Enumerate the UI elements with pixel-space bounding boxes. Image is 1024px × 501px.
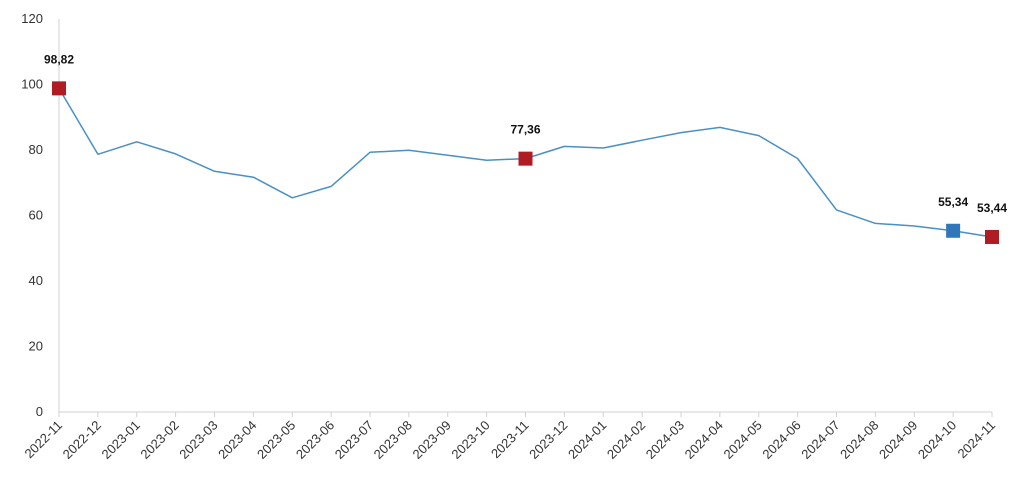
x-tick-label: 2024-09	[876, 418, 920, 462]
data-label: 53,44	[977, 201, 1007, 215]
x-tick-label: 2022-11	[21, 418, 65, 462]
x-tick-label: 2024-06	[759, 418, 803, 462]
x-tick-label: 2023-06	[293, 418, 337, 462]
x-tick-label: 2024-05	[721, 418, 765, 462]
y-tick-label: 0	[36, 404, 43, 419]
highlight-marker	[518, 151, 533, 166]
x-tick-label: 2022-12	[60, 418, 104, 462]
y-tick-label: 120	[21, 11, 43, 26]
x-tick-label: 2023-01	[99, 418, 143, 462]
x-tick-label: 2023-05	[254, 418, 298, 462]
x-tick-label: 2023-07	[332, 418, 376, 462]
x-tick-label: 2024-02	[604, 418, 648, 462]
data-labels: 98,82 77,36 55,34 53,44	[44, 52, 1007, 215]
x-tick-label: 2023-12	[526, 418, 570, 462]
x-tick-label: 2024-08	[837, 418, 881, 462]
y-tick-label: 100	[21, 77, 43, 92]
data-label: 98,82	[44, 52, 74, 66]
highlight-markers	[52, 81, 999, 244]
data-label: 55,34	[938, 195, 968, 209]
data-label: 77,36	[510, 123, 540, 137]
x-tick-label: 2024-03	[643, 418, 687, 462]
highlight-marker	[52, 81, 66, 96]
x-tick-label: 2023-09	[410, 418, 454, 462]
highlight-marker	[946, 223, 961, 238]
x-tick-label: 2024-10	[915, 418, 959, 462]
y-axis-ticks: 0 20 40 60 80 100 120	[21, 11, 43, 419]
x-tick-label: 2023-10	[448, 418, 492, 462]
y-tick-label: 20	[29, 339, 43, 354]
x-tick-label: 2024-11	[954, 418, 998, 462]
y-tick-label: 80	[29, 142, 43, 157]
x-tick-label: 2023-08	[371, 418, 415, 462]
x-tick-label: 2023-04	[215, 418, 259, 462]
x-tick-label: 2023-03	[176, 418, 220, 462]
y-tick-label: 60	[29, 208, 43, 223]
highlight-marker	[985, 229, 999, 244]
x-axis-ticks: 2022-112022-122023-012023-022023-032023-…	[21, 412, 998, 462]
x-tick-label: 2024-01	[565, 418, 609, 462]
y-tick-label: 40	[29, 273, 43, 288]
x-tick-label: 2024-04	[682, 418, 726, 462]
x-tick-label: 2024-07	[798, 418, 842, 462]
x-tick-label: 2023-11	[488, 418, 532, 462]
x-tick-label: 2023-02	[137, 418, 181, 462]
